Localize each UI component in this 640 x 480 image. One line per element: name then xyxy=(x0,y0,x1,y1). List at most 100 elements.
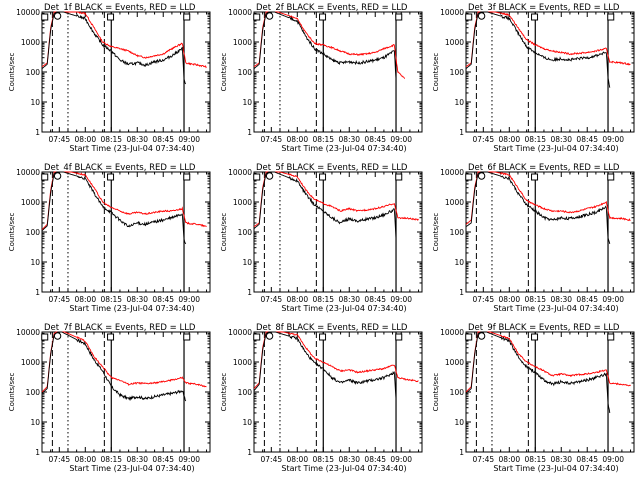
x-tick-label: 08:15 xyxy=(312,295,334,304)
y-tick-label: 1 xyxy=(35,288,40,297)
box-marker xyxy=(41,13,49,21)
y-tick-label: 10000 xyxy=(16,8,40,17)
y-tick-label: 10 xyxy=(454,418,464,427)
box-marker xyxy=(253,13,261,21)
series-red-lld xyxy=(465,171,631,225)
x-tick-label: 08:00 xyxy=(286,135,308,144)
x-axis-label: Start Time (23-Jul-04 07:34:40) xyxy=(493,464,618,473)
x-axis-label: Start Time (23-Jul-04 07:34:40) xyxy=(69,464,194,473)
y-tick-label: 100 xyxy=(26,388,41,397)
y-tick-label: 1 xyxy=(247,128,252,137)
y-tick-label: 1 xyxy=(35,128,40,137)
y-tick-label: 1 xyxy=(247,288,252,297)
y-tick-label: 10000 xyxy=(440,8,464,17)
circle-marker xyxy=(477,12,486,20)
x-axis-label: Start Time (23-Jul-04 07:34:40) xyxy=(493,144,618,153)
series-red-lld xyxy=(465,11,631,68)
x-tick-label: 08:00 xyxy=(286,295,308,304)
box-marker xyxy=(531,173,539,181)
panel-det-8: Det_8f BLACK = Events, RED = LLD 1 10 100 10… xyxy=(220,323,423,473)
box-marker xyxy=(253,173,261,181)
x-tick-label: 08:30 xyxy=(550,455,572,464)
box-marker xyxy=(41,333,49,341)
panel-det-1: Det_1f BLACK = Events, RED = LLD 1 10 100 10… xyxy=(8,3,211,153)
box-marker xyxy=(607,333,615,341)
plot-frame xyxy=(253,11,423,133)
panel-title: Det_7f BLACK = Events, RED = LLD xyxy=(44,323,196,333)
x-axis-label: Start Time (23-Jul-04 07:34:40) xyxy=(69,304,194,313)
y-tick-label: 1000 xyxy=(233,38,252,47)
y-tick-label: 1 xyxy=(459,288,464,297)
x-tick-label: 08:45 xyxy=(576,135,598,144)
x-axis-label: Start Time (23-Jul-04 07:34:40) xyxy=(493,304,618,313)
y-tick-label: 10000 xyxy=(440,328,464,337)
panel-title: Det_8f BLACK = Events, RED = LLD xyxy=(256,323,408,333)
y-axis-label: Counts/sec xyxy=(8,213,16,252)
circle-marker xyxy=(477,332,486,340)
x-tick-label: 09:00 xyxy=(602,455,624,464)
y-tick-label: 10 xyxy=(30,98,40,107)
x-tick-label: 07:45 xyxy=(261,455,283,464)
series-black-events xyxy=(465,171,611,245)
circle-marker xyxy=(265,332,274,340)
y-tick-label: 10000 xyxy=(228,168,252,177)
panel-det-3: Det_3f BLACK = Events, RED = LLD 1 10 100 10… xyxy=(432,3,635,153)
y-tick-label: 10 xyxy=(454,258,464,267)
y-tick-label: 10 xyxy=(242,98,252,107)
x-tick-label: 09:00 xyxy=(178,295,200,304)
x-tick-label: 09:00 xyxy=(602,295,624,304)
x-tick-label: 08:15 xyxy=(524,455,546,464)
x-tick-label: 09:00 xyxy=(390,135,412,144)
box-marker xyxy=(465,13,473,21)
y-tick-label: 1 xyxy=(459,448,464,457)
box-marker xyxy=(395,173,403,181)
x-axis-label: Start Time (23-Jul-04 07:34:40) xyxy=(281,304,406,313)
y-tick-label: 10000 xyxy=(16,168,40,177)
y-tick-label: 10 xyxy=(242,418,252,427)
x-tick-label: 08:00 xyxy=(74,455,96,464)
y-tick-label: 1 xyxy=(35,448,40,457)
y-tick-label: 10 xyxy=(30,258,40,267)
panel-det-7: Det_7f BLACK = Events, RED = LLD 1 10 100 10… xyxy=(8,323,211,473)
x-tick-label: 08:15 xyxy=(100,135,122,144)
x-axis-label: Start Time (23-Jul-04 07:34:40) xyxy=(69,144,194,153)
panel-det-4: Det_4f BLACK = Events, RED = LLD 1 10 100 10… xyxy=(8,163,211,313)
x-tick-label: 08:45 xyxy=(152,295,174,304)
y-tick-label: 1000 xyxy=(21,198,40,207)
series-black-events xyxy=(253,11,397,79)
y-axis-label: Counts/sec xyxy=(220,53,228,92)
circle-marker xyxy=(53,332,62,340)
x-tick-label: 08:45 xyxy=(152,135,174,144)
y-tick-label: 1000 xyxy=(445,198,464,207)
plot-frame xyxy=(41,171,211,293)
x-tick-label: 09:00 xyxy=(390,295,412,304)
series-red-lld xyxy=(253,11,406,79)
box-marker xyxy=(319,333,327,341)
box-marker xyxy=(107,13,115,21)
circle-marker xyxy=(477,172,486,180)
series-black-events xyxy=(41,171,187,245)
plot-frame xyxy=(253,171,423,293)
y-axis-label: Counts/sec xyxy=(8,373,16,412)
box-marker xyxy=(319,13,327,21)
series-red-lld xyxy=(41,11,207,69)
y-tick-label: 100 xyxy=(26,228,41,237)
x-tick-label: 07:45 xyxy=(49,295,71,304)
x-tick-label: 08:15 xyxy=(100,295,122,304)
x-tick-label: 08:45 xyxy=(576,295,598,304)
series-black-events xyxy=(253,171,397,239)
x-tick-label: 08:00 xyxy=(498,295,520,304)
y-tick-label: 10000 xyxy=(228,328,252,337)
circle-marker xyxy=(265,12,274,20)
y-axis-label: Counts/sec xyxy=(432,373,440,412)
x-tick-label: 09:00 xyxy=(178,455,200,464)
y-tick-label: 1000 xyxy=(233,358,252,367)
panel-det-6: Det_6f BLACK = Events, RED = LLD 1 10 100 10… xyxy=(432,163,635,313)
plot-frame xyxy=(41,11,211,133)
x-axis-label: Start Time (23-Jul-04 07:34:40) xyxy=(281,144,406,153)
y-tick-label: 100 xyxy=(26,68,41,77)
x-tick-label: 08:30 xyxy=(126,295,148,304)
x-tick-label: 08:15 xyxy=(524,135,546,144)
box-marker xyxy=(465,333,473,341)
